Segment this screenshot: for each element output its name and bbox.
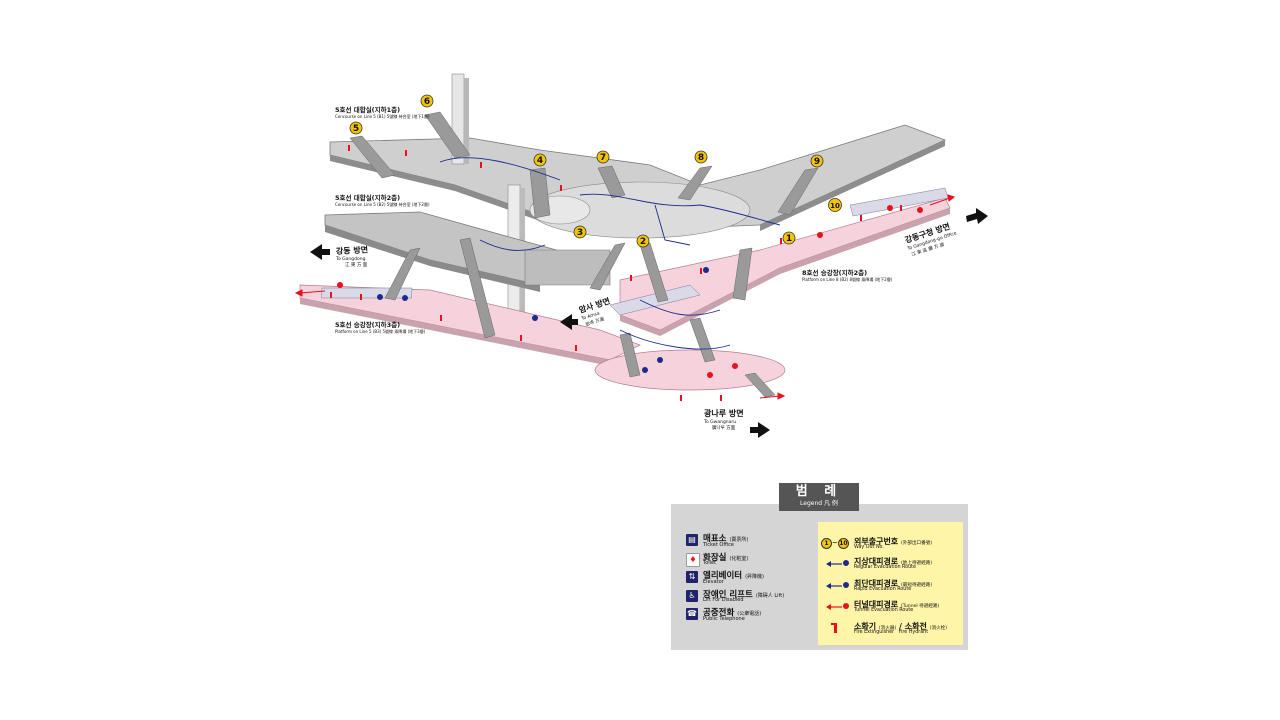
platform-line8-sublabel: Platform on Line 8 (B2) 8號線 乘降場 (地下2層) bbox=[802, 276, 893, 282]
svg-text:5: 5 bbox=[353, 124, 359, 134]
telephone-icon: ☎ bbox=[686, 608, 698, 621]
svg-text:8: 8 bbox=[698, 153, 704, 163]
wheelchair-lift-icon: ♿ bbox=[686, 589, 698, 602]
ticket-office-icon: ▤ bbox=[686, 534, 698, 546]
svg-text:江 東 方 面: 江 東 方 面 bbox=[345, 261, 368, 268]
platform-line8 bbox=[609, 187, 951, 336]
legend-tunnel-evacuation: 터널대피경로 (Tunnel 待避經路) Tunnel Evacuation R… bbox=[818, 599, 963, 615]
legend-header: 범 례 Legend 凡 例 bbox=[779, 483, 859, 511]
platform-line5-sublabel: Platform on Line 5 (B3) 5號線 乘降場 (地下3層) bbox=[335, 328, 426, 334]
legend-telephone: ☎ 공중전화 (公衆電話) Public Telephone bbox=[686, 608, 762, 622]
toilet-icon: ♦ bbox=[686, 552, 700, 567]
exit-6[interactable]: 6 bbox=[420, 94, 434, 108]
exit-5[interactable]: 5 bbox=[349, 121, 363, 135]
legend-wheelchair-lift: ♿ 장애인 리프트 (障碍人 Lift) Lift For Disabled bbox=[686, 588, 816, 605]
stairways bbox=[349, 111, 819, 398]
svg-text:2: 2 bbox=[640, 237, 646, 247]
exit-4[interactable]: 4 bbox=[533, 153, 547, 167]
tunnel-evacuation-routes bbox=[294, 194, 956, 400]
regular-evacuation-routes bbox=[439, 157, 781, 350]
svg-text:강동 방면: 강동 방면 bbox=[336, 244, 369, 256]
direction-amsa: 암사 방면 To Amsa 岩寺 方面 bbox=[560, 295, 611, 330]
concourse-b2-sublabel: Concourse on Line 5 (B2) 5號線 待合室 (地下2層) bbox=[335, 201, 430, 207]
exit-number-icon: 1 ~10 bbox=[821, 538, 849, 549]
exit-2[interactable]: 2 bbox=[636, 234, 650, 248]
legend-regular-evacuation: 지상대피경로 (地上待避經路) Regular Evacuation Route bbox=[818, 556, 963, 572]
svg-text:7: 7 bbox=[600, 153, 606, 163]
svg-text:6: 6 bbox=[424, 97, 430, 107]
svg-text:10: 10 bbox=[830, 202, 840, 210]
fire-extinguisher-icon bbox=[831, 623, 837, 633]
platform-line5-label: 5호선 승강장(지하3층) bbox=[335, 320, 400, 329]
exit-7[interactable]: 7 bbox=[596, 150, 610, 164]
elevator-icon: ⇅ bbox=[686, 571, 698, 584]
legend-elevator: ⇅ 엘리베이터 (昇降機) Elevator bbox=[686, 569, 816, 586]
platform-line8-label: 8호선 승강장(지하2층) bbox=[802, 268, 867, 277]
regular-evacuation-icon bbox=[826, 560, 849, 567]
direction-gwangnaru: 광나루 방면 To Gwangnaru 廣나루 方面 bbox=[703, 408, 770, 438]
svg-text:To Gangdong: To Gangdong bbox=[335, 256, 366, 262]
svg-text:광나루 방면: 광나루 방면 bbox=[704, 408, 744, 418]
legend-ticket-office: ▤ 매표소 (賣票所) Ticket Office bbox=[686, 532, 816, 549]
svg-text:3: 3 bbox=[577, 228, 583, 238]
legend-fire-equipment: 소화기 (消火器) / 소화전 (消火栓) Fire Extinguisher … bbox=[818, 621, 963, 637]
svg-text:廣나루 方面: 廣나루 方面 bbox=[712, 424, 736, 431]
concourse-b1-sublabel: Concourse on Line 5 (B1) 5號線 待合室 (地下1層) bbox=[335, 113, 430, 119]
platform-line5 bbox=[299, 284, 786, 391]
legend-title: 범 례 bbox=[795, 484, 843, 499]
legend-toilet: ♦ 화장실 (化粧室) Toilet bbox=[686, 551, 816, 568]
exit-10[interactable]: 10 bbox=[828, 198, 842, 212]
floor-labels: 5호선 대합실(지하1층) Concourse on Line 5 (B1) 5… bbox=[335, 105, 893, 334]
exit-1[interactable]: 1 bbox=[782, 231, 796, 245]
legend-rapid-evacuation: 최단대피경로 (最短待避經路) Rapid Evacuation Route bbox=[818, 578, 963, 594]
evacuation-figures bbox=[337, 205, 923, 378]
svg-text:To Gwangnaru: To Gwangnaru bbox=[703, 419, 736, 425]
svg-text:9: 9 bbox=[814, 157, 820, 167]
tunnel-evacuation-icon bbox=[826, 603, 849, 610]
exit-3[interactable]: 3 bbox=[573, 225, 587, 239]
legend-way-out: 1 ~10 외부출구번호 (外部出口番號) Way Out No. bbox=[818, 536, 963, 552]
concourse-b2-label: 5호선 대합실(지하2층) bbox=[335, 193, 400, 202]
svg-text:4: 4 bbox=[537, 156, 543, 166]
rapid-evacuation-icon bbox=[826, 582, 849, 589]
legend-subtitle: Legend 凡 例 bbox=[800, 500, 838, 507]
svg-text:1: 1 bbox=[786, 234, 792, 244]
legend-evacuation-panel: 1 ~10 외부출구번호 (外部出口番號) Way Out No. 지상대피경로 … bbox=[818, 522, 963, 645]
svg-text:To Amsa: To Amsa bbox=[580, 310, 601, 322]
direction-gangdong: 강동 방면 To Gangdong 江 東 方 面 bbox=[310, 244, 368, 268]
concourse-b1-label: 5호선 대합실(지하1층) bbox=[335, 105, 400, 114]
exit-9[interactable]: 9 bbox=[810, 154, 824, 168]
legend-facilities: ▤ 매표소 (賣票所) Ticket Office ♦ 화장실 (化粧室) To… bbox=[686, 532, 816, 625]
exit-8[interactable]: 8 bbox=[694, 150, 708, 164]
fire-extinguisher-markers bbox=[330, 145, 902, 401]
exit-markers[interactable]: 1 2 3 4 5 6 7 8 9 10 bbox=[349, 94, 842, 248]
